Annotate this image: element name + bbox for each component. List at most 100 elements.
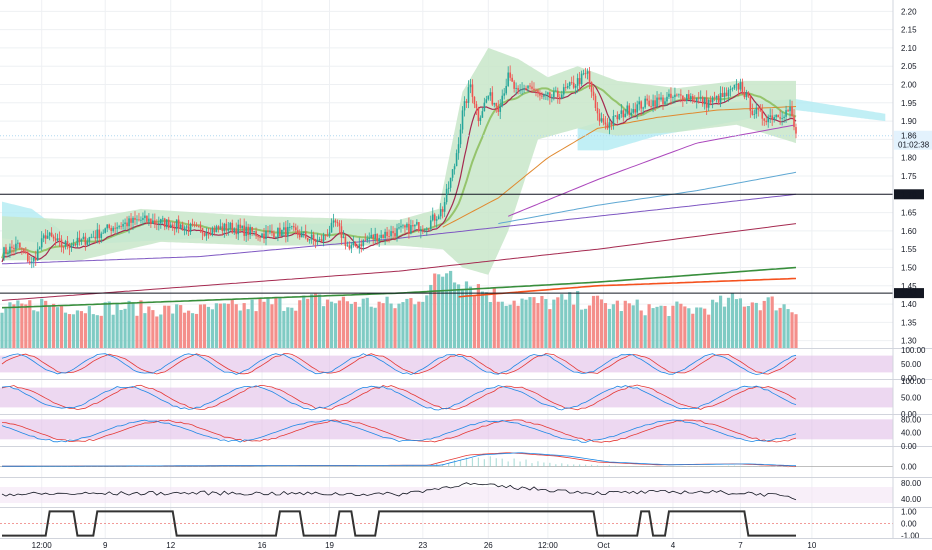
volume-bar xyxy=(639,310,643,348)
volume-bar xyxy=(715,302,719,348)
macd-histogram-bar xyxy=(328,466,331,467)
candle-body xyxy=(298,234,301,238)
candle-body xyxy=(676,94,678,96)
volume-bar xyxy=(103,302,107,348)
candle-body xyxy=(207,232,210,235)
candle-body xyxy=(251,226,253,232)
candle-body xyxy=(509,72,511,78)
candle-body xyxy=(715,95,718,99)
candle-body xyxy=(672,97,674,98)
candle-body xyxy=(128,218,130,227)
volume-bar xyxy=(214,303,218,348)
candle-body xyxy=(485,99,488,103)
macd-histogram-bar xyxy=(203,466,206,467)
price-tick-label: 1.35 xyxy=(901,318,917,327)
volume-bar xyxy=(12,304,16,348)
candle-body xyxy=(19,242,21,248)
macd-histogram-bar xyxy=(483,459,485,467)
price-tick-label: 1.95 xyxy=(901,99,917,108)
candle-body xyxy=(483,102,486,112)
macd-histogram-bar xyxy=(537,461,539,467)
candle-body xyxy=(568,82,571,87)
candle-body xyxy=(366,238,369,241)
price-tick-label: 1.75 xyxy=(901,172,917,181)
candle-body xyxy=(521,89,523,91)
volume-bar xyxy=(730,293,735,348)
macd-histogram-bar xyxy=(340,466,343,467)
volume-bar xyxy=(111,314,115,348)
volume-bar xyxy=(186,310,191,348)
candle-body xyxy=(400,225,402,228)
volume-bar xyxy=(718,295,723,348)
candle-body xyxy=(60,239,63,247)
volume-bar xyxy=(762,300,766,348)
volume-bar xyxy=(59,305,64,348)
macd-histogram-bar xyxy=(346,465,348,467)
macd-histogram-bar xyxy=(281,465,283,467)
candle-body xyxy=(543,94,545,97)
macd-histogram-bar xyxy=(394,465,396,467)
candle-body xyxy=(737,83,740,90)
candle-body xyxy=(110,228,112,231)
candle-body xyxy=(358,244,361,249)
candle-body xyxy=(570,82,573,84)
volume-bar xyxy=(341,296,346,348)
oscillator-line xyxy=(1,385,797,411)
candle-body xyxy=(682,95,684,101)
macd-histogram-bar xyxy=(555,464,557,467)
macd-histogram-bar xyxy=(418,466,420,467)
candle-body xyxy=(257,236,259,238)
candle-body xyxy=(86,241,89,245)
candle-body xyxy=(473,96,476,105)
volume-bar xyxy=(99,315,103,348)
candle-body xyxy=(306,237,309,241)
candle-body xyxy=(396,228,398,237)
candle-body xyxy=(259,237,261,238)
volume-bar xyxy=(460,290,465,348)
candle-body xyxy=(296,230,299,235)
time-axis[interactable]: 12:00 9 12 16 19 23 26 12:00 Oct 4 7 10 xyxy=(0,538,932,550)
volume-bar xyxy=(528,297,532,348)
candle-body xyxy=(513,81,515,89)
candle-body xyxy=(76,237,79,246)
volume-bar xyxy=(564,299,568,348)
candle-body xyxy=(340,226,343,238)
candle-body xyxy=(781,118,783,119)
volume-bar xyxy=(0,312,4,348)
candle-body xyxy=(5,247,7,254)
moving-average-line xyxy=(458,277,797,298)
candle-body xyxy=(27,252,29,262)
candle-body xyxy=(773,117,775,120)
pane-tick-label: 1.00 xyxy=(901,507,917,516)
candle-body xyxy=(380,234,382,238)
pane-band xyxy=(0,387,893,408)
candle-body xyxy=(152,220,154,224)
candle-body xyxy=(201,228,204,234)
candle-body xyxy=(713,97,716,99)
candle-body xyxy=(469,84,472,88)
volume-bar xyxy=(476,284,480,348)
volume-bar xyxy=(603,303,608,348)
candle-body xyxy=(183,227,186,231)
macd-histogram-bar xyxy=(543,462,545,467)
candle-body xyxy=(322,234,325,242)
volume-bar xyxy=(282,310,286,348)
volume-bar xyxy=(183,312,187,348)
pane-tick-label: -1.00 xyxy=(901,532,920,541)
candle-body xyxy=(779,117,781,119)
candle-body xyxy=(324,234,327,236)
level-price-tag xyxy=(894,189,924,200)
candle-body xyxy=(40,238,43,248)
volume-bar xyxy=(266,298,270,348)
volume-bar xyxy=(413,304,417,348)
volume-bar xyxy=(393,308,397,348)
candle-body xyxy=(410,225,412,234)
macd-histogram-bar xyxy=(352,465,354,467)
candlestick-series[interactable] xyxy=(3,65,797,269)
macd-histogram-bar xyxy=(519,461,521,467)
candle-body xyxy=(741,82,744,93)
candle-body xyxy=(562,87,565,95)
volume-bar xyxy=(496,301,500,348)
candle-body xyxy=(759,109,762,111)
